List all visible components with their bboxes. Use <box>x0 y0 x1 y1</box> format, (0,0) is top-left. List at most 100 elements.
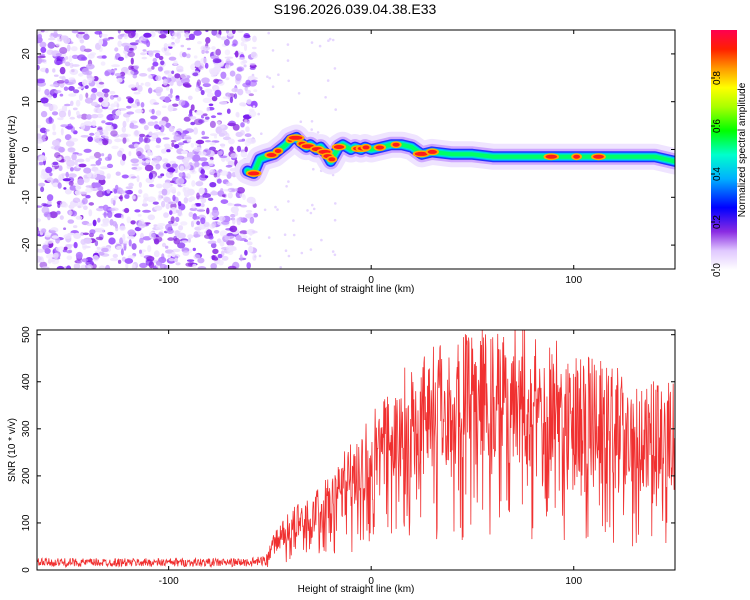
noise-blob <box>248 237 252 241</box>
noise-blob <box>221 255 229 261</box>
noise-blob <box>114 68 118 71</box>
noise-blob <box>220 143 225 147</box>
noise-blob <box>157 66 163 72</box>
noise-blob <box>85 185 93 188</box>
noise-blob <box>45 166 53 174</box>
noise-blob <box>161 200 166 208</box>
spectrogram-x-label: Height of straight line (km) <box>298 284 415 295</box>
noise-blob <box>40 30 45 33</box>
noise-blob <box>88 202 95 206</box>
noise-blob <box>248 93 254 97</box>
noise-blob <box>225 77 230 81</box>
noise-blob <box>109 219 114 226</box>
noise-blob <box>204 88 213 93</box>
noise-blob <box>175 262 181 266</box>
noise-blob <box>37 248 45 253</box>
noise-blob <box>200 217 206 225</box>
noise-blob <box>236 145 242 153</box>
noise-blob <box>98 251 105 256</box>
noise-blob <box>203 221 210 227</box>
noise-blob <box>106 115 113 121</box>
noise-blob <box>79 191 88 195</box>
noise-blob <box>165 249 174 254</box>
noise-blob <box>52 68 56 73</box>
noise-blob <box>230 213 236 218</box>
noise-blob <box>198 119 205 124</box>
noise-blob <box>283 233 287 236</box>
noise-blob <box>226 108 231 114</box>
noise-blob <box>218 259 224 266</box>
noise-blob <box>85 194 91 199</box>
noise-blob <box>62 202 69 208</box>
noise-blob <box>64 188 72 195</box>
noise-blob <box>205 50 209 54</box>
noise-blob <box>187 95 193 101</box>
noise-blob <box>229 62 234 66</box>
noise-blob <box>209 141 216 146</box>
noise-blob <box>220 149 224 154</box>
noise-blob <box>127 229 136 236</box>
noise-blob <box>218 132 226 137</box>
noise-blob <box>158 195 164 199</box>
noise-blob <box>227 122 237 127</box>
noise-blob <box>66 255 73 260</box>
spectrogram-x-ticks: -100 0 100 <box>159 30 583 286</box>
colorbar-tick-label: 0.0 <box>712 263 723 277</box>
noise-blob <box>209 120 216 128</box>
noise-blob <box>189 207 198 211</box>
noise-blob <box>96 113 104 119</box>
noise-blob <box>119 225 126 231</box>
noise-blob <box>83 148 92 153</box>
noise-blob <box>66 159 75 167</box>
noise-blob <box>165 171 174 179</box>
noise-blob <box>138 135 144 143</box>
noise-blob <box>114 213 124 218</box>
noise-blob <box>196 207 205 213</box>
ridge-peak <box>427 149 437 154</box>
x-tick-label: -100 <box>159 576 179 587</box>
noise-blob <box>180 44 185 48</box>
ridge-peak <box>328 157 336 162</box>
noise-blob <box>207 197 214 201</box>
noise-blob <box>56 210 61 215</box>
noise-blob <box>63 234 72 239</box>
noise-blob <box>151 65 155 70</box>
noise-blob <box>91 114 99 119</box>
noise-blob <box>77 178 85 186</box>
x-tick-label: -100 <box>159 275 179 286</box>
noise-blob <box>220 71 227 80</box>
noise-blob <box>168 125 175 132</box>
noise-blob <box>52 123 56 131</box>
noise-blob <box>49 211 58 219</box>
noise-blob <box>76 158 85 163</box>
noise-blob <box>91 87 98 93</box>
noise-blob <box>62 57 66 64</box>
noise-blob <box>47 258 52 264</box>
noise-blob <box>220 170 229 176</box>
noise-blob <box>70 167 74 172</box>
noise-blob <box>51 139 60 147</box>
noise-blob <box>271 49 275 52</box>
noise-blob <box>174 257 178 263</box>
noise-blob <box>152 57 157 63</box>
noise-blob <box>191 203 197 209</box>
noise-blob <box>183 135 192 141</box>
noise-blob <box>78 93 83 101</box>
noise-blob <box>153 238 160 245</box>
noise-blob <box>59 66 66 75</box>
noise-blob <box>139 73 148 77</box>
noise-blob <box>69 210 73 216</box>
noise-blob <box>68 173 77 179</box>
noise-blob <box>94 240 99 247</box>
noise-blob <box>173 237 181 245</box>
noise-blob <box>254 255 257 258</box>
noise-blob <box>147 67 153 72</box>
noise-blob <box>331 250 335 253</box>
noise-blob <box>309 211 313 215</box>
noise-blob <box>55 60 63 65</box>
noise-blob <box>53 252 59 259</box>
noise-blob <box>103 97 109 102</box>
noise-blob <box>180 77 190 84</box>
noise-blob <box>201 77 210 84</box>
noise-blob <box>124 53 128 59</box>
